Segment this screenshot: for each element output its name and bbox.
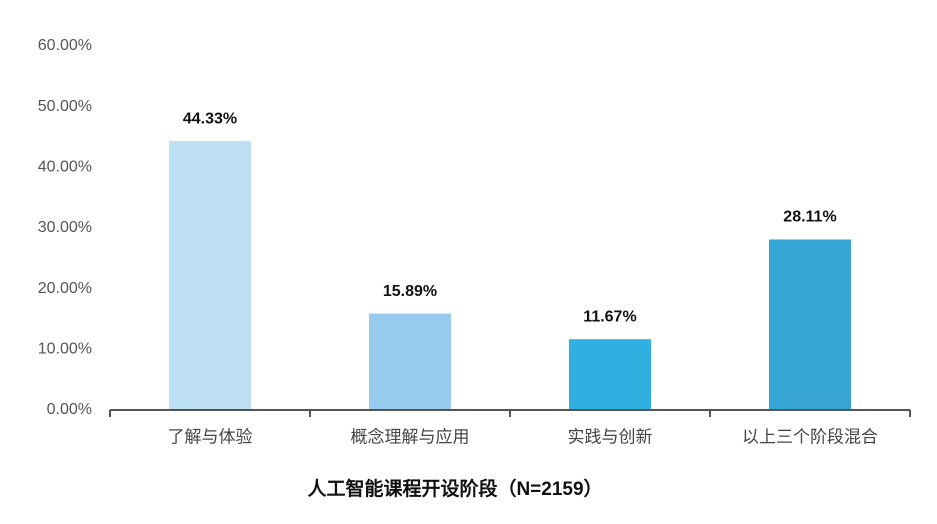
bar [169,141,251,410]
x-tick-label: 以上三个阶段混合 [742,427,878,446]
value-label: 15.89% [383,283,437,300]
value-label: 28.11% [783,209,836,226]
y-tick-label: 60.00% [38,37,92,54]
bar [369,313,451,410]
y-tick-label: 50.00% [38,98,92,115]
y-tick-label: 10.00% [38,341,92,358]
value-label: 44.33% [183,110,237,127]
x-tick-label: 概念理解与应用 [351,426,470,446]
y-tick-label: 20.00% [38,280,92,297]
bar [569,339,651,410]
value-label: 11.67% [583,308,636,325]
x-tick-label: 实践与创新 [568,427,653,446]
x-tick-label: 了解与体验 [168,427,253,446]
x-axis-title: 人工智能课程开设阶段（N=2159） [307,477,602,500]
y-tick-label: 0.00% [47,401,92,418]
y-tick-label: 40.00% [38,159,92,176]
bar [769,239,851,410]
y-tick-label: 30.00% [38,219,92,236]
